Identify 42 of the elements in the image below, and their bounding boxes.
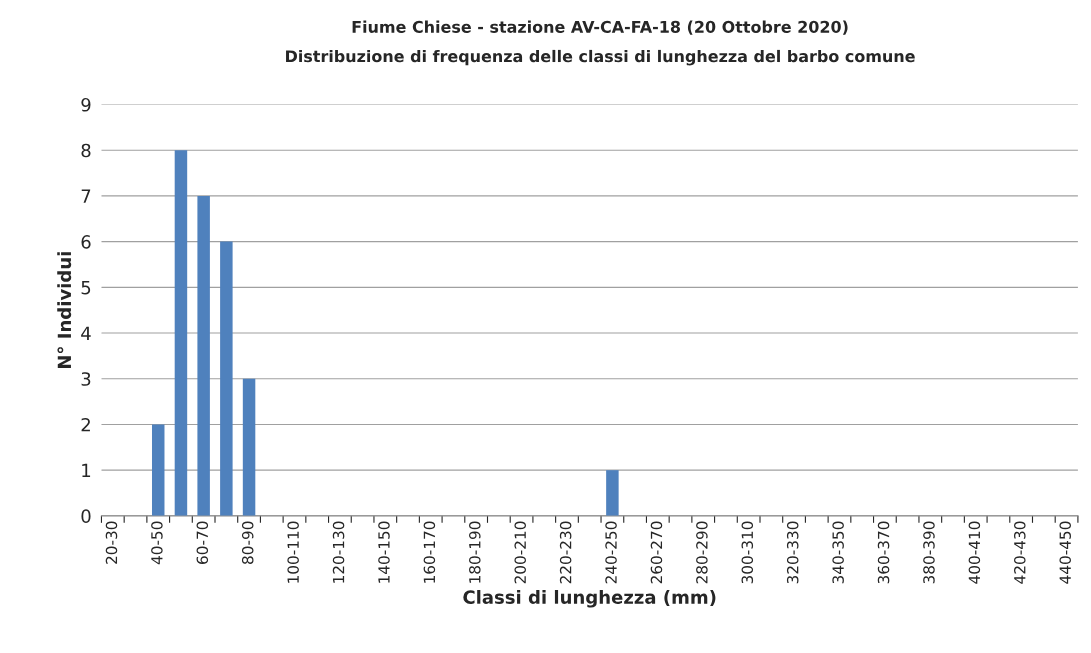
x-tick-label: 320-330 [786,521,799,584]
x-tick-label: 180-190 [469,521,481,583]
x-tick-label: 120-130 [332,521,345,583]
bar [151,424,165,516]
y-tick-label: 7 [81,189,91,203]
chart-subtitle: Distribuzione di frequenza delle classi di lunghezza del barbo comune [286,49,915,66]
y-tick-label: 1 [82,463,91,478]
x-tick-label: 240-250 [605,521,617,584]
y-tick-label: 6 [81,235,91,249]
x-tick-label: 40-50 [151,521,163,565]
y-tick-label: 9 [81,97,91,112]
x-tick-label: 20-30 [105,521,118,564]
y-tick-label: 3 [81,372,91,386]
x-tick-label: 100-110 [287,521,299,583]
x-tick-label: 360-370 [877,521,890,584]
y-tick-label: 4 [81,326,91,340]
y-tick-label: 0 [81,509,91,523]
x-tick-label: 380-390 [923,521,935,584]
x-tick-label: 200-210 [514,521,526,584]
x-tick-label: 300-310 [741,521,754,584]
x-tick-label: 440-450 [1059,521,1071,584]
chart-title: Fiume Chiese - stazione AV-CA-FA-18 (20 Ottobre 2020) [352,20,848,35]
x-tick-label: 400-410 [968,521,981,584]
bar [220,241,233,516]
x-tick-label: 280-290 [696,521,708,584]
bar [197,195,210,516]
y-tick-label: 2 [81,417,90,432]
x-tick-label: 340-350 [832,521,844,584]
x-tick-label: 80-90 [241,521,254,564]
x-tick-label: 60-70 [196,521,209,564]
y-tick-label: 5 [81,281,91,295]
x-tick-label: 420-430 [1014,521,1026,584]
y-axis-title: N° Individui [57,252,72,369]
bar [174,150,188,516]
x-tick-label: 260-270 [650,521,663,584]
x-tick-label: 140-150 [378,521,390,583]
y-tick-label: 8 [81,143,91,158]
x-tick-label: 160-170 [423,521,436,583]
bar [242,378,256,516]
x-axis-title: Classi di lunghezza (mm) [463,589,716,608]
x-tick-label: 220-230 [559,521,572,584]
bar [606,470,619,516]
